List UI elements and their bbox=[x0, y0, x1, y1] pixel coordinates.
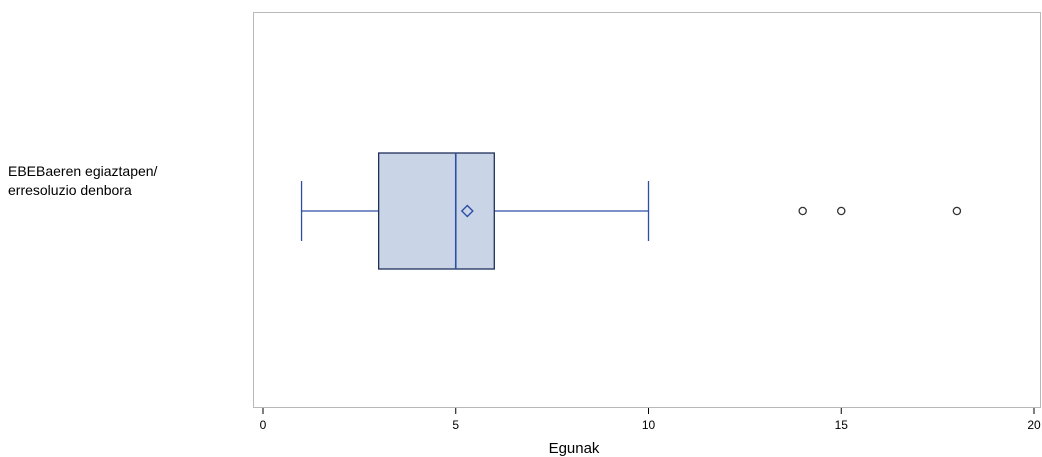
cat0-outlier-0 bbox=[798, 206, 807, 216]
cat0-outlier-2 bbox=[952, 206, 962, 216]
x-axis: 0 5 10 15 20 bbox=[260, 408, 1041, 432]
cat0-box-iqr bbox=[377, 152, 495, 270]
cat0-mean-marker bbox=[460, 204, 474, 218]
category-label: EBEBaeren egiaztapen/ erresoluzio denbor… bbox=[8, 162, 238, 200]
cat0-outlier-1 bbox=[837, 206, 846, 216]
x-axis-label: Egunak bbox=[549, 440, 600, 457]
x-tick-label-4: 20 bbox=[1027, 418, 1041, 432]
x-tick-label-1: 5 bbox=[452, 418, 459, 432]
x-tick-label-0: 0 bbox=[260, 418, 267, 432]
box-group bbox=[300, 152, 962, 270]
x-tick-label-2: 10 bbox=[642, 418, 656, 432]
category-label-line-1: EBEBaeren egiaztapen/ bbox=[8, 163, 158, 179]
x-tick-label-3: 15 bbox=[835, 418, 849, 432]
plot-frame bbox=[253, 12, 1041, 408]
category-label-line-2: erresoluzio denbora bbox=[8, 182, 132, 198]
